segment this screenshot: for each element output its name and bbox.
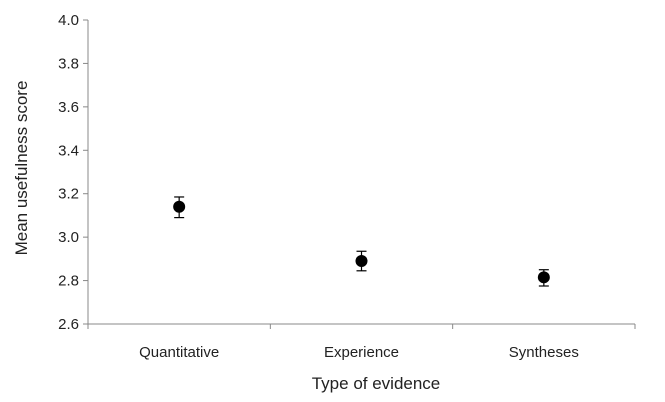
- y-tick-label: 3.0: [58, 229, 79, 246]
- x-tick-label: Syntheses: [509, 344, 579, 361]
- data-points: [173, 196, 550, 287]
- data-point-group: [173, 196, 186, 219]
- data-point: [355, 255, 368, 268]
- y-tick-label: 2.8: [58, 273, 79, 290]
- y-tick-label: 4.0: [58, 12, 79, 29]
- x-axis-title: Type of evidence: [312, 374, 441, 393]
- x-tick-label: Quantitative: [139, 344, 219, 361]
- y-tick-label: 3.8: [58, 55, 79, 72]
- axes: [87, 20, 635, 325]
- data-point-group: [355, 250, 368, 272]
- x-tick-label: Experience: [324, 344, 399, 361]
- y-tick-label: 2.6: [58, 316, 79, 333]
- y-tick-label: 3.2: [58, 186, 79, 203]
- y-ticks: 2.6 2.8 3.0 3.2 3.4 3.6 3.8 4.0: [58, 12, 88, 333]
- y-tick-label: 3.4: [58, 142, 79, 159]
- y-tick-label: 3.6: [58, 99, 79, 116]
- data-point: [537, 271, 550, 284]
- data-point: [173, 200, 186, 213]
- x-ticks: Quantitative Experience Syntheses: [87, 324, 636, 361]
- y-axis-title: Mean usefulness score: [12, 81, 31, 256]
- data-point-group: [537, 269, 550, 287]
